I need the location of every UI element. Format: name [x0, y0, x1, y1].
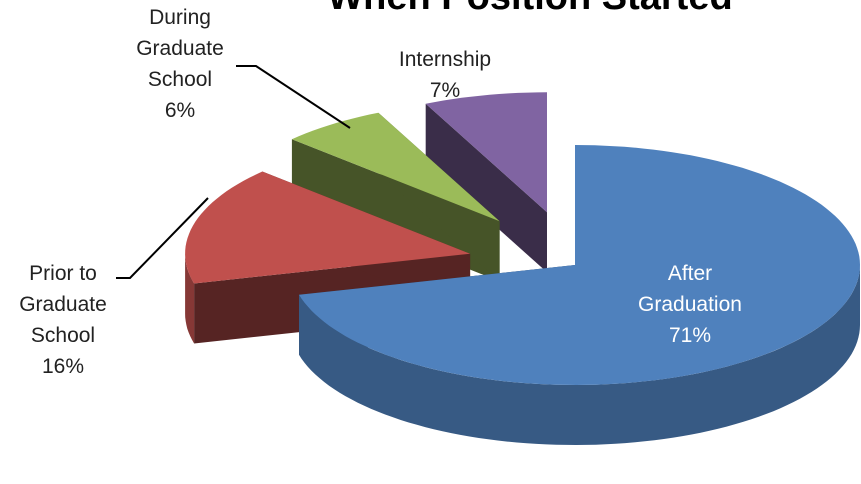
category-label: After Graduation	[638, 262, 742, 316]
category-label: Prior to Graduate School	[19, 262, 107, 347]
leader-line	[236, 65, 351, 129]
leader-line	[116, 197, 209, 279]
slice-wall	[185, 253, 195, 344]
value-label: 16%	[41, 355, 85, 378]
value-label: 71%	[668, 324, 712, 347]
slice-label: Prior to Graduate School 16%	[8, 258, 118, 382]
chart-title: When Position Started	[230, 0, 830, 19]
value-label: 6%	[164, 99, 196, 122]
slice-wall	[299, 265, 860, 445]
slice-label: After Graduation 71%	[620, 258, 760, 351]
slice-label: Internship 7%	[375, 44, 515, 106]
category-label: During Graduate School	[136, 6, 224, 91]
slice	[299, 145, 860, 385]
value-label: 7%	[429, 79, 461, 102]
slice	[291, 112, 500, 222]
slice	[185, 171, 471, 284]
slice-side	[425, 103, 547, 273]
slice	[425, 92, 547, 213]
category-label: Internship	[398, 48, 492, 71]
slice-label: During Graduate School 6%	[125, 2, 235, 126]
